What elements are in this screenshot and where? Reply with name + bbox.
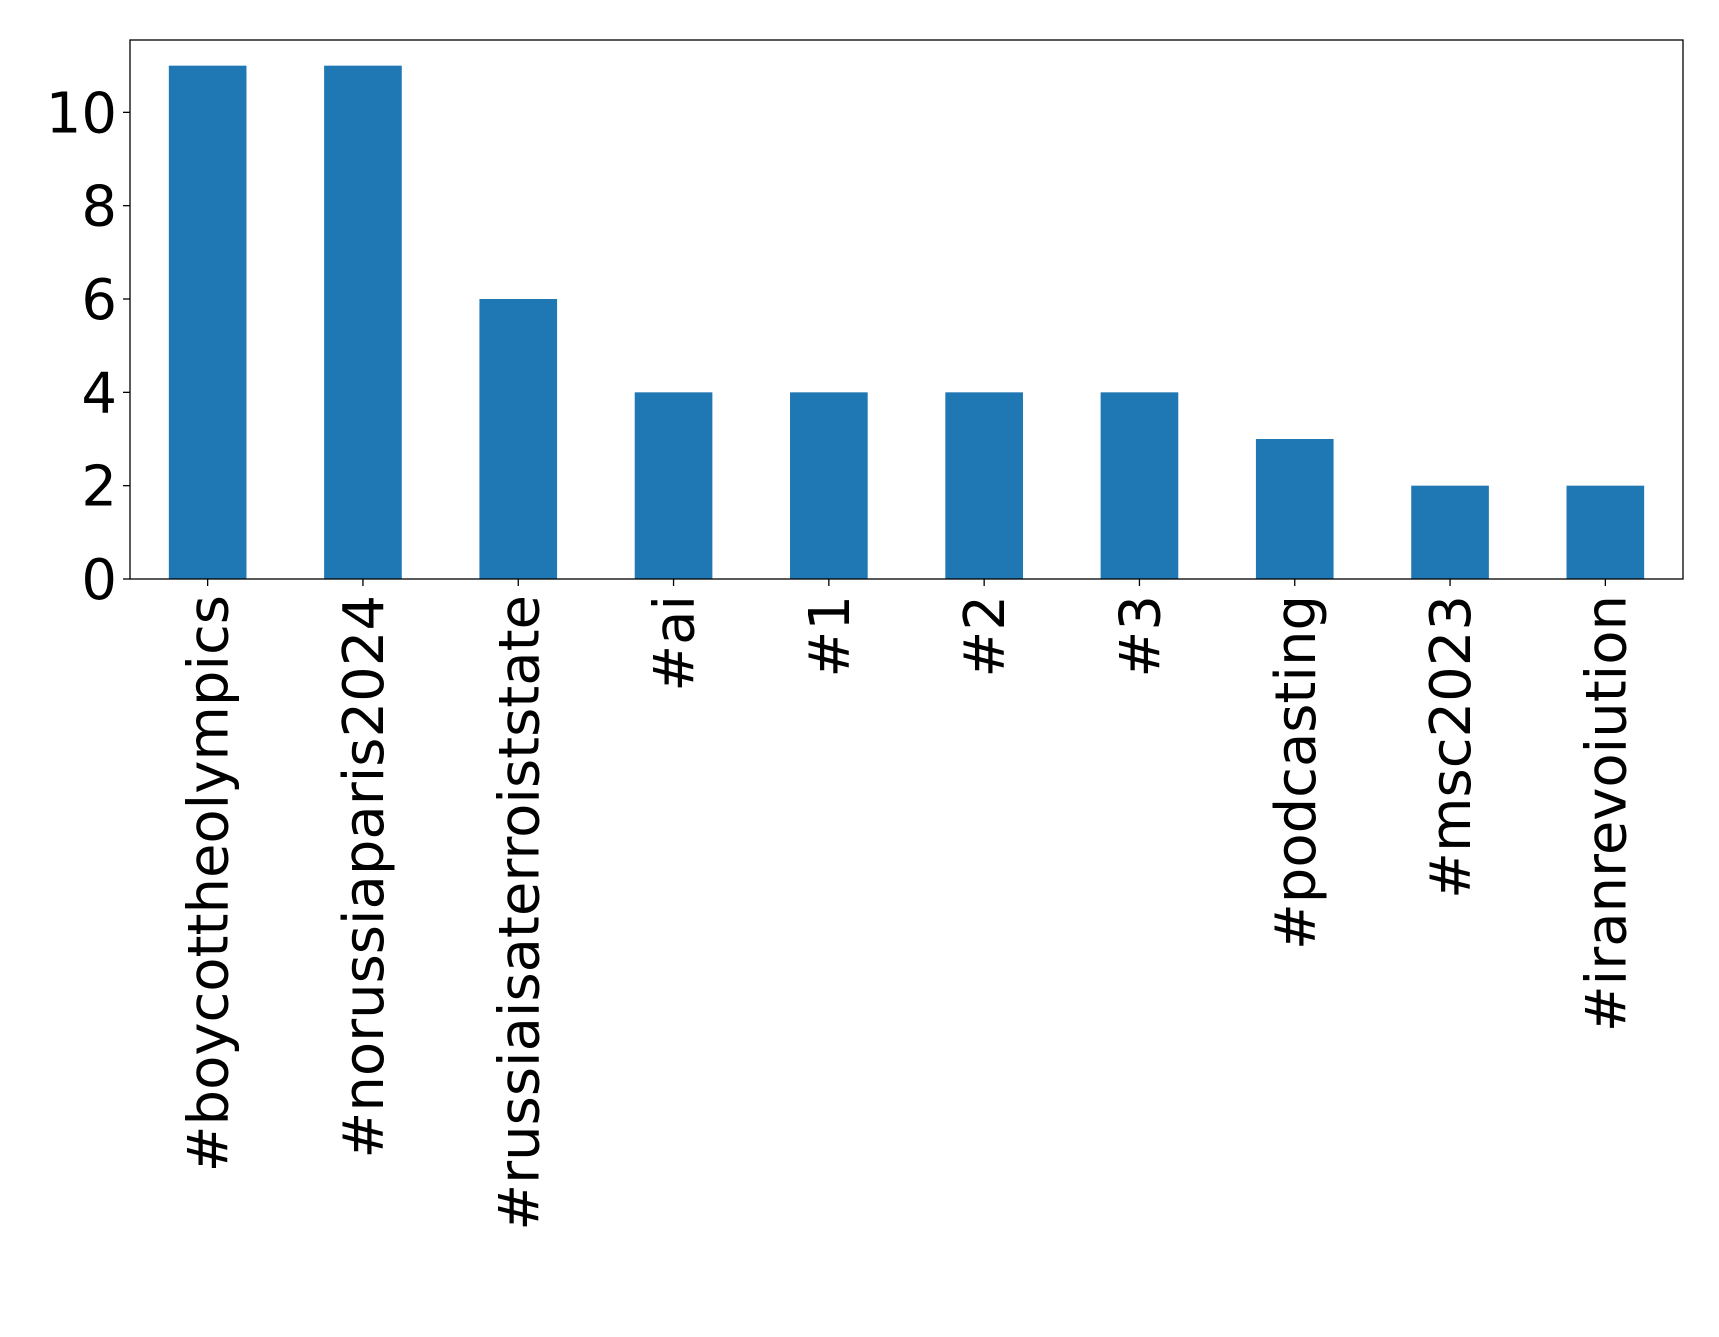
y-tick-label-2: 4 [81,361,117,426]
bar-1 [324,65,402,579]
x-axis: #boycottheolympics #norussiaparis2024 #rus… [177,579,1639,1231]
x-tick-label-5: #2 [953,595,1018,678]
x-tick-label-2: #russiaisaterroiststate [487,595,552,1231]
bar-5 [945,392,1023,579]
y-axis: 0 2 4 6 8 10 [46,81,130,613]
bar-7 [1255,439,1334,579]
bar-8 [1411,485,1489,579]
bars [168,65,1645,579]
bar-3 [634,392,713,579]
x-tick-label-7: #podcasting [1264,595,1329,950]
x-tick-label-6: #3 [1108,595,1173,678]
plot-frame [129,39,1684,580]
y-tick-label-0: 0 [81,548,117,613]
bar-4 [790,392,868,579]
bar-6 [1100,392,1179,579]
bar-2 [479,299,558,579]
x-tick-label-9: #iranrevoiution [1574,595,1639,1032]
y-tick-label-4: 8 [81,175,117,240]
x-tick-label-1: #norussiaparis2024 [332,595,397,1159]
y-tick-label-5: 10 [46,81,117,146]
bar-9 [1566,485,1645,579]
x-tick-label-3: #ai [643,595,708,692]
bar-0 [168,65,247,579]
x-tick-label-8: #msc2023 [1419,595,1484,899]
x-tick-label-4: #1 [798,595,863,678]
y-tick-label-1: 2 [81,455,117,520]
x-tick-label-0: #boycottheolympics [177,595,242,1172]
y-tick-label-3: 6 [81,268,117,333]
